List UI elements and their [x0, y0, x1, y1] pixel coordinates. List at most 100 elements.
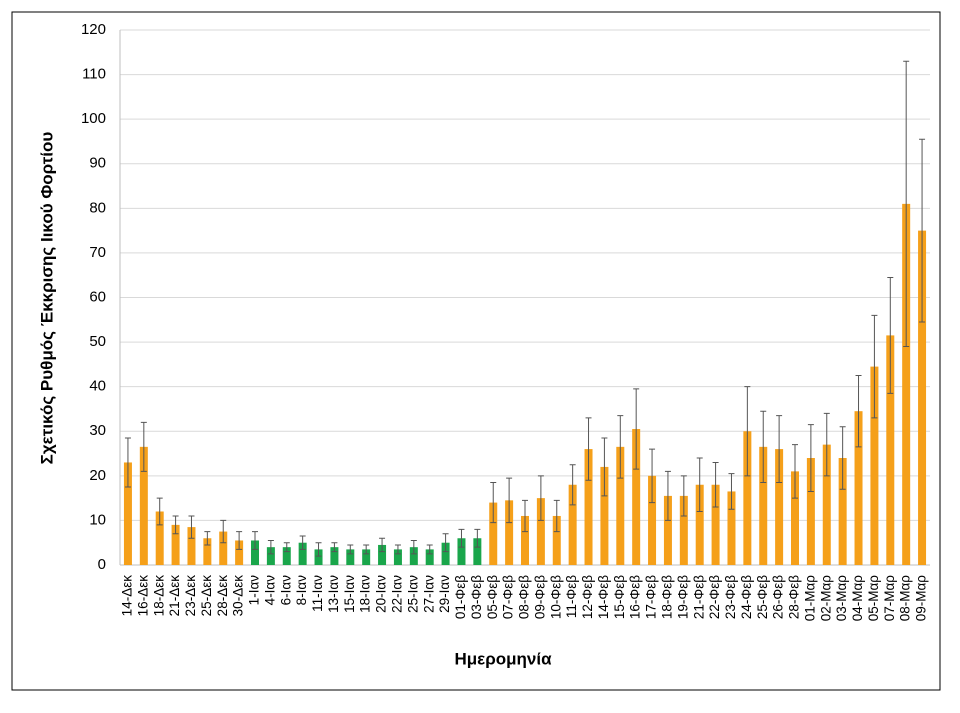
x-tick-label: 8-Ιαν	[294, 575, 309, 606]
error-bar	[379, 537, 386, 553]
error-bar	[283, 542, 290, 553]
bar	[918, 230, 927, 565]
bar	[187, 527, 196, 565]
error-bar	[188, 515, 195, 539]
x-tick-label: 23-Φεβ	[723, 575, 738, 619]
bar	[791, 471, 799, 565]
x-tick-label: 09-Μαρ	[914, 575, 929, 622]
x-tick-label: 18-Ιαν	[358, 575, 373, 613]
error-bar	[363, 544, 370, 555]
x-tick-label: 14-Φεβ	[596, 575, 611, 619]
x-tick-label: 25-Ιαν	[405, 575, 420, 613]
error-bar	[124, 437, 131, 488]
x-tick-label: 26-Φεβ	[771, 575, 786, 619]
x-tick-label: 11-Ιαν	[310, 575, 325, 612]
x-tick-label: 29-Ιαν	[437, 575, 452, 613]
bar	[298, 542, 307, 565]
x-tick-label: 07-Φεβ	[501, 575, 516, 619]
x-tick-label: 4-Ιαν	[262, 575, 277, 606]
x-tick-label: 25-Φεβ	[755, 575, 770, 619]
bar	[536, 498, 545, 565]
bar	[505, 500, 514, 565]
x-axis-label: Ημερομηνία	[454, 649, 552, 668]
y-tick-label: 120	[81, 21, 106, 38]
bar	[663, 495, 672, 565]
x-tick-label: 08-Μαρ	[898, 575, 913, 622]
error-bar	[871, 314, 878, 419]
error-bar	[442, 533, 449, 553]
error-bar	[537, 475, 544, 521]
y-tick-label: 0	[98, 556, 106, 573]
bar	[552, 515, 561, 565]
y-tick-label: 80	[89, 199, 106, 216]
bar	[123, 462, 132, 565]
bar	[870, 366, 879, 565]
x-tick-label: 15-Ιαν	[342, 575, 357, 613]
x-tick-label: 23-Δεκ	[183, 575, 198, 617]
error-bar	[664, 470, 671, 521]
y-tick-label: 10	[89, 511, 106, 528]
y-tick-label: 60	[89, 288, 106, 305]
bar	[409, 547, 418, 565]
y-tick-label: 100	[81, 110, 106, 127]
error-bar	[569, 464, 576, 506]
bar	[902, 203, 911, 565]
error-bar	[649, 448, 656, 504]
x-tick-label: 16-Δεκ	[135, 575, 150, 617]
bar	[616, 446, 625, 565]
x-tick-label: 11-Φεβ	[564, 575, 579, 618]
error-bar	[394, 544, 401, 555]
bar	[600, 466, 609, 565]
x-tick-label: 24-Φεβ	[739, 575, 754, 619]
error-bar	[696, 457, 703, 512]
error-bar	[823, 412, 830, 477]
error-bar	[712, 461, 719, 508]
error-bar	[919, 138, 926, 323]
x-tick-label: 25-Δεκ	[199, 575, 214, 617]
error-bar	[506, 477, 513, 524]
error-bar	[553, 499, 560, 533]
error-bar	[760, 410, 767, 484]
x-tick-label: 15-Φεβ	[612, 575, 627, 619]
y-tick-label: 90	[89, 155, 106, 172]
bar	[266, 547, 275, 565]
y-tick-label: 20	[89, 467, 106, 484]
bar	[775, 449, 784, 565]
x-tick-label: 22-Φεβ	[707, 575, 722, 619]
bar	[219, 531, 228, 565]
x-tick-label: 01-Μαρ	[802, 575, 817, 622]
error-bar	[839, 426, 846, 490]
error-bar	[522, 499, 528, 533]
bar	[632, 429, 641, 565]
bar	[711, 484, 720, 565]
bar	[393, 549, 402, 565]
error-bar	[347, 544, 354, 555]
bar	[282, 547, 291, 565]
bar	[473, 538, 482, 565]
bar	[235, 540, 244, 565]
bar	[139, 446, 148, 565]
error-bar	[220, 519, 227, 544]
bar	[346, 549, 355, 565]
bar	[568, 484, 577, 565]
error-bar	[474, 528, 481, 548]
error-bar	[744, 386, 751, 477]
x-tick-label: 03-Μαρ	[834, 575, 849, 622]
x-tick-label: 10-Φεβ	[548, 575, 563, 619]
error-bar	[410, 539, 417, 555]
bar	[457, 538, 466, 565]
error-bar	[776, 415, 783, 484]
bar	[203, 538, 212, 565]
bar	[425, 549, 434, 565]
x-tick-label: 21-Δεκ	[167, 575, 182, 617]
error-bar	[490, 482, 497, 524]
x-tick-label: 18-Φεβ	[660, 575, 675, 619]
x-tick-label: 14-Δεκ	[120, 575, 135, 617]
x-tick-label: 13-Ιαν	[326, 575, 341, 613]
x-tick-label: 02-Μαρ	[818, 575, 833, 622]
x-tick-label: 22-Ιαν	[390, 575, 405, 613]
error-bar	[204, 531, 211, 546]
x-tick-label: 07-Μαρ	[882, 575, 897, 622]
error-bar	[172, 515, 179, 535]
error-bar	[426, 544, 433, 555]
